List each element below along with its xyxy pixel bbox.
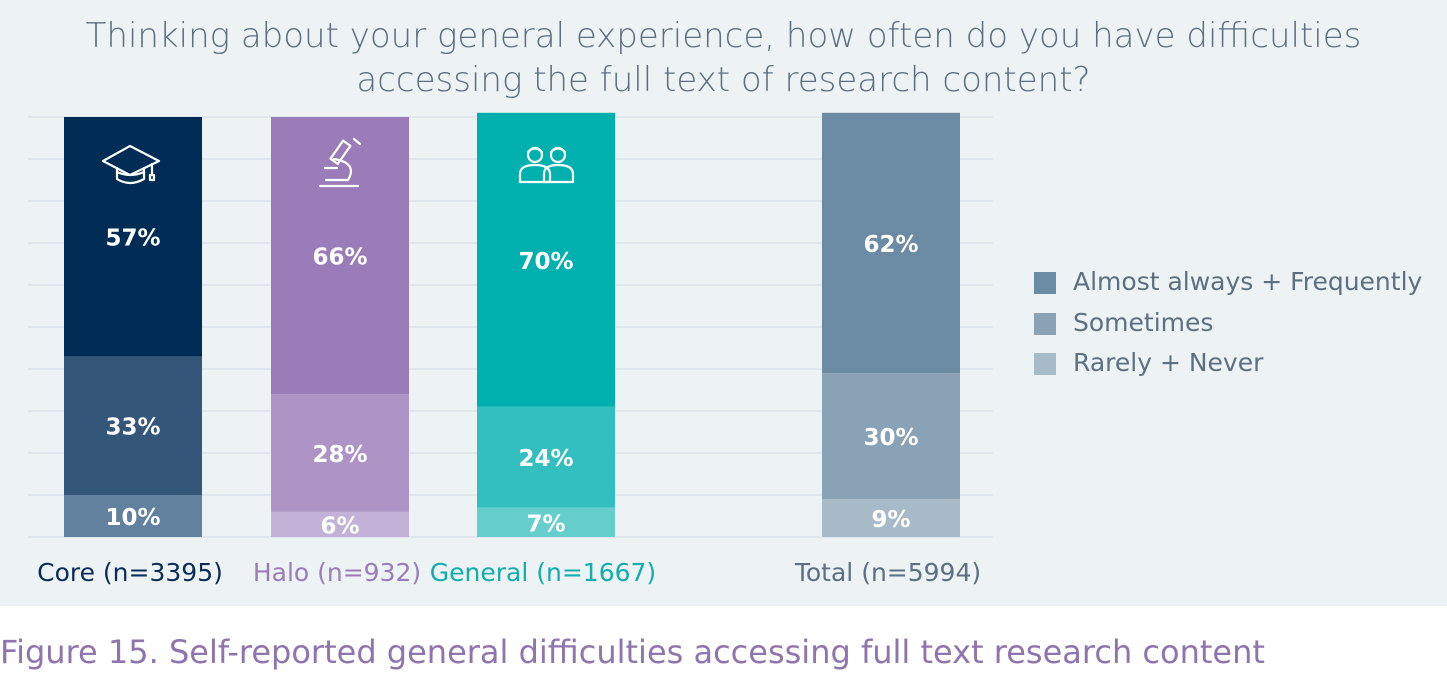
chart-title: Thinking about your general experience, … [0, 14, 1447, 102]
bar-segment [271, 511, 409, 537]
bar-segment [822, 499, 960, 537]
data-label: 28% [312, 442, 367, 468]
figure-caption: Figure 15. Self-reported general difficu… [0, 633, 1265, 671]
data-label: 10% [105, 505, 160, 531]
legend-swatch [1034, 272, 1056, 294]
legend-label: Sometimes [1073, 307, 1214, 337]
people-icon [518, 146, 575, 184]
bars: 10% 33% 57% 6% 28% 66% 7% 24% 70% 9% 30% 62% [64, 112, 960, 539]
legend-label: Rarely + Never [1073, 348, 1264, 377]
data-label: 33% [105, 415, 160, 441]
data-label: 66% [312, 245, 367, 271]
data-label: 57% [105, 226, 160, 252]
bar-segment [64, 117, 202, 357]
microscope-icon [318, 137, 362, 188]
bar-segment [477, 406, 615, 508]
data-label: 62% [863, 232, 918, 258]
bar-segment [64, 356, 202, 495]
data-label: 7% [526, 511, 565, 537]
data-label: 9% [871, 507, 910, 533]
legend-swatch [1034, 312, 1056, 335]
chart-title-line-1: Thinking about your general experience, … [85, 16, 1362, 56]
data-label: 24% [518, 446, 573, 472]
data-label: 70% [518, 249, 573, 275]
category-label: Halo (n=932) [253, 558, 421, 587]
graduation-cap-icon [101, 144, 161, 185]
chart-title-line-2: accessing the full text of research cont… [356, 60, 1091, 100]
icons [101, 137, 575, 188]
category-label: Total (n=5994) [794, 558, 981, 587]
category-label: Core (n=3395) [37, 558, 223, 587]
category-labels: Core (n=3395) Halo (n=932) General (n=1667… [37, 558, 981, 587]
bar-segment [822, 373, 960, 500]
data-label: 6% [320, 513, 359, 539]
bar-segment [822, 112, 960, 374]
chart-panel [0, 0, 1447, 606]
bar-segment [477, 507, 615, 537]
bar-segment [64, 495, 202, 537]
legend-swatch [1034, 353, 1056, 375]
bar-segment [271, 117, 409, 395]
bar-segment [477, 112, 615, 407]
stacked-bar-chart: 10% 33% 57% 6% 28% 66% 7% 24% 70% 9% 30% 62% Core (… [28, 112, 993, 587]
bar-segment [271, 394, 409, 512]
data-label: 30% [863, 425, 918, 451]
category-label: General (n=1667) [430, 558, 656, 587]
legend-label: Almost always + Frequently [1073, 267, 1423, 296]
